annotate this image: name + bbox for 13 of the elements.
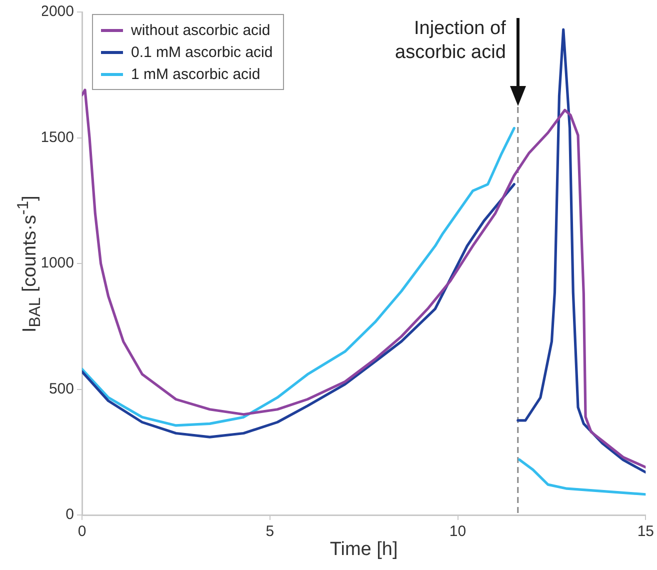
- legend-label: without ascorbic acid: [131, 22, 270, 38]
- y-tick-label: 1500: [40, 128, 74, 146]
- legend-label: 1 mM ascorbic acid: [131, 66, 260, 82]
- y-tick-label: 0: [66, 506, 74, 524]
- x-tick-label: 10: [449, 523, 466, 540]
- x-tick-label: 15: [637, 523, 654, 540]
- x-tick-label: 5: [266, 523, 274, 540]
- y-tick-label: 500: [48, 380, 74, 398]
- legend-label: 0.1 mM ascorbic acid: [131, 44, 273, 60]
- y-tick-label: 1000: [40, 254, 74, 272]
- x-tick-label: 0: [78, 523, 86, 540]
- x-axis-title: Time [h]: [328, 539, 399, 561]
- ref-line-label: Injection of ascorbic acid: [394, 17, 506, 65]
